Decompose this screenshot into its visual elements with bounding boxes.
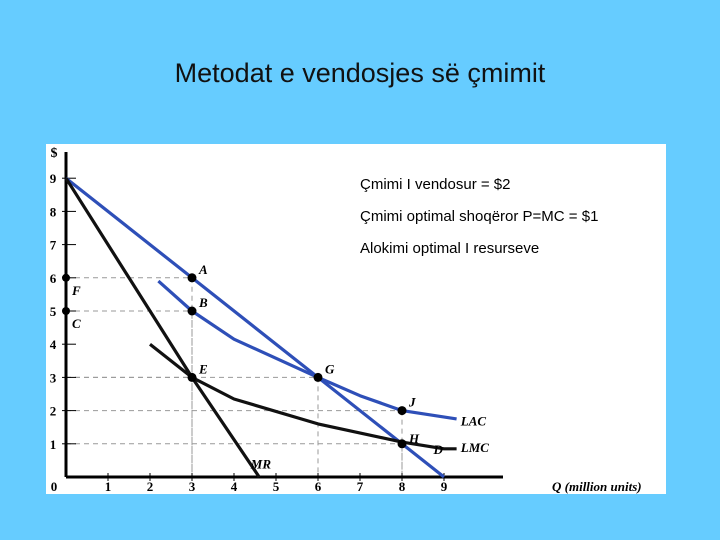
annotation-set-price: Çmimi I vendosur = $2 <box>360 176 511 193</box>
x-tick-label-7: 7 <box>357 479 364 494</box>
point-e <box>187 372 197 382</box>
point-label-b: B <box>198 295 208 310</box>
y-tick-label-3: 3 <box>50 370 57 385</box>
y-tick-label-8: 8 <box>50 204 57 219</box>
pricing-chart: 1 2 3 4 5 6 7 8 9 0 1 2 3 4 5 6 7 8 9 $ Q (million units) D LA… <box>50 146 642 494</box>
chart-panel: 1 2 3 4 5 6 7 8 9 0 1 2 3 4 5 6 7 8 9 $ Q (million units) D LA… <box>46 144 666 494</box>
x-tick-label-4: 4 <box>231 479 238 494</box>
point-label-j: J <box>408 395 416 410</box>
series-label-lmc: LMC <box>460 440 490 455</box>
y-tick-label-7: 7 <box>50 238 57 253</box>
y-tick-label-5: 5 <box>50 304 57 319</box>
x-tick-label-0: 0 <box>51 479 58 494</box>
axis-point-f <box>62 273 70 282</box>
x-tick-label-6: 6 <box>315 479 322 494</box>
slide-title: Metodat e vendosjes së çmimit <box>174 58 546 88</box>
y-axis-label: $ <box>51 146 58 161</box>
series-label-mr: MR <box>250 457 272 472</box>
point-h <box>397 439 407 449</box>
point-g <box>313 372 323 382</box>
point-label-a: A <box>198 262 208 277</box>
series-label-lac: LAC <box>460 414 487 429</box>
series-label-d: D <box>433 442 444 457</box>
axis-point-label-f: F <box>71 283 81 298</box>
x-tick-label-5: 5 <box>273 479 280 494</box>
x-axis-label: Q (million units) <box>552 479 642 494</box>
x-tick-label-2: 2 <box>147 479 154 494</box>
x-tick-label-9: 9 <box>441 479 448 494</box>
x-tick-label-3: 3 <box>189 479 196 494</box>
y-tick-label-9: 9 <box>50 171 57 186</box>
point-label-h: H <box>408 431 420 446</box>
axis-point-label-c: C <box>72 316 81 331</box>
y-tick-label-1: 1 <box>50 437 57 452</box>
point-j <box>397 406 407 416</box>
point-label-g: G <box>325 361 335 376</box>
point-a <box>187 273 197 283</box>
x-tick-label-8: 8 <box>399 479 406 494</box>
y-tick-label-2: 2 <box>50 404 57 419</box>
axis-point-c <box>62 307 70 315</box>
annotation-optimal-price: Çmimi optimal shoqëror P=MC = $1 <box>360 208 599 225</box>
point-label-e: E <box>198 361 208 376</box>
y-tick-label-4: 4 <box>50 337 57 352</box>
annotation-resource-allocation: Alokimi optimal I resurseve <box>360 240 540 257</box>
x-tick-label-1: 1 <box>105 479 112 494</box>
y-tick-label-6: 6 <box>50 271 57 286</box>
curve-mr <box>64 177 261 478</box>
point-b <box>187 306 197 316</box>
